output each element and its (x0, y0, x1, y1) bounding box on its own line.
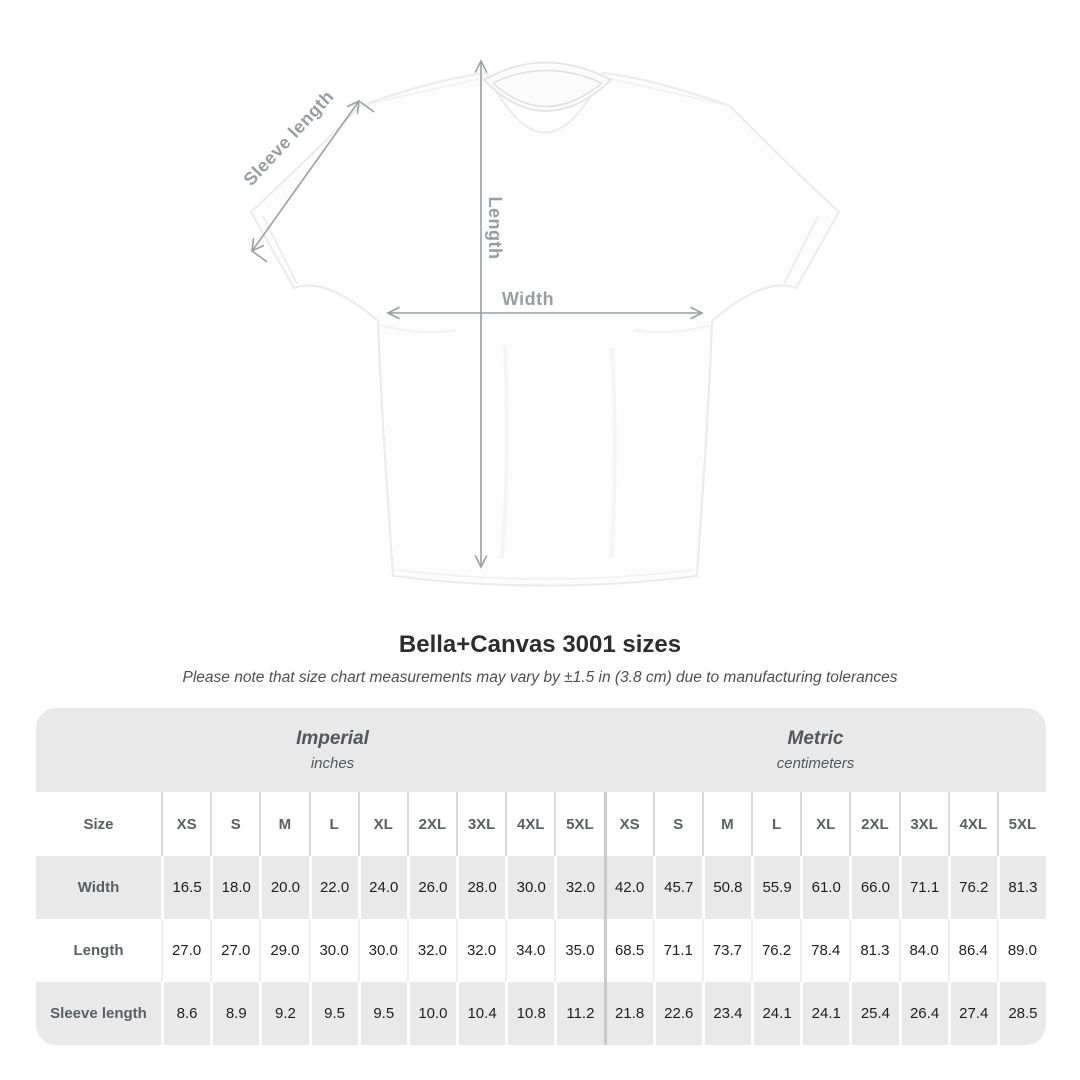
size-header-cell: L (308, 792, 358, 856)
value-cell: 30.0 (357, 919, 407, 982)
units-band: Imperial inches Metric centimeters (36, 708, 1046, 792)
value-cell: 32.0 (456, 919, 506, 982)
size-header-cell: 3XL (456, 792, 506, 856)
value-cell: 26.0 (406, 856, 456, 919)
metric-unit: centimeters (776, 754, 855, 772)
size-chart: Imperial inches Metric centimeters Size X… (36, 708, 1046, 1045)
size-header-cell: 4XL (505, 792, 555, 856)
imperial-title: Imperial (296, 727, 369, 749)
size-header-cell: XL (800, 792, 850, 856)
value-cell: 68.5 (603, 919, 653, 982)
row-label: Sleeve length (36, 982, 161, 1045)
value-cell: 27.0 (210, 919, 260, 982)
value-cell: 73.7 (701, 919, 751, 982)
size-grid: Size XS S M L XL 2XL 3XL 4XL 5XL XS S M L XL 2XL 3XL 4XL 5… (36, 792, 1046, 1045)
value-cell: 45.7 (652, 856, 702, 919)
value-cell: 26.4 (898, 982, 948, 1045)
value-cell: 35.0 (554, 919, 604, 982)
tshirt-shape (249, 61, 841, 587)
value-cell: 66.0 (849, 856, 899, 919)
value-cell: 9.5 (357, 982, 407, 1045)
size-header-cell: XL (357, 792, 407, 856)
size-header-cell: L (751, 792, 801, 856)
size-header-cell: 3XL (898, 792, 948, 856)
value-cell: 32.0 (406, 919, 456, 982)
value-cell: 81.3 (996, 856, 1046, 919)
metric-header: Metric centimeters (603, 708, 1046, 792)
value-cell: 32.0 (554, 856, 604, 919)
value-cell: 30.0 (505, 856, 555, 919)
value-cell: 10.0 (406, 982, 456, 1045)
value-cell: 24.0 (357, 856, 407, 919)
value-cell: 61.0 (800, 856, 850, 919)
page-title: Bella+Canvas 3001 sizes (398, 631, 682, 658)
value-cell: 18.0 (210, 856, 260, 919)
value-cell: 9.2 (259, 982, 309, 1045)
row-label: Width (36, 856, 161, 919)
length-label: Length (485, 197, 505, 260)
value-cell: 81.3 (849, 919, 899, 982)
size-header-cell: 2XL (849, 792, 899, 856)
value-cell: 71.1 (652, 919, 702, 982)
value-cell: 78.4 (800, 919, 850, 982)
value-cell: 20.0 (259, 856, 309, 919)
size-header-cell: XS (161, 792, 211, 856)
value-cell: 42.0 (603, 856, 653, 919)
size-header-cell: S (210, 792, 260, 856)
value-cell: 28.0 (456, 856, 506, 919)
value-cell: 8.6 (161, 982, 211, 1045)
tolerance-note: Please note that size chart measurements… (182, 669, 898, 686)
value-cell: 28.5 (996, 982, 1046, 1045)
value-cell: 23.4 (701, 982, 751, 1045)
value-cell: 10.8 (505, 982, 555, 1045)
size-header-cell: M (259, 792, 309, 856)
value-cell: 84.0 (898, 919, 948, 982)
sleeve-length-arrow (251, 99, 375, 263)
value-cell: 27.4 (947, 982, 997, 1045)
size-header-cell: 5XL (996, 792, 1046, 856)
imperial-header: Imperial inches (36, 708, 603, 792)
value-cell: 22.6 (652, 982, 702, 1045)
value-cell: 9.5 (308, 982, 358, 1045)
value-cell: 25.4 (849, 982, 899, 1045)
size-header-cell: 2XL (406, 792, 456, 856)
row-label: Length (36, 919, 161, 982)
value-cell: 27.0 (161, 919, 211, 982)
size-header-cell: S (652, 792, 702, 856)
value-cell: 86.4 (947, 919, 997, 982)
value-cell: 30.0 (308, 919, 358, 982)
value-cell: 29.0 (259, 919, 309, 982)
size-corner-label: Size (36, 792, 161, 856)
value-cell: 21.8 (603, 982, 653, 1045)
value-cell: 76.2 (751, 919, 801, 982)
size-header-cell: XS (603, 792, 653, 856)
metric-title: Metric (787, 727, 844, 749)
size-header-cell: 5XL (554, 792, 604, 856)
size-header-cell: M (701, 792, 751, 856)
value-cell: 24.1 (751, 982, 801, 1045)
value-cell: 34.0 (505, 919, 555, 982)
value-cell: 71.1 (898, 856, 948, 919)
size-header-cell: 4XL (947, 792, 997, 856)
value-cell: 50.8 (701, 856, 751, 919)
value-cell: 76.2 (947, 856, 997, 919)
width-label: Width (502, 289, 554, 309)
imperial-unit: inches (310, 754, 355, 772)
value-cell: 89.0 (996, 919, 1046, 982)
tshirt-svg: Sleeve length Length Width (240, 59, 841, 587)
value-cell: 11.2 (554, 982, 604, 1045)
value-cell: 16.5 (161, 856, 211, 919)
tshirt-diagram: Sleeve length Length Width (240, 59, 841, 587)
value-cell: 10.4 (456, 982, 506, 1045)
length-arrow (474, 59, 488, 569)
value-cell: 55.9 (751, 856, 801, 919)
width-arrow (386, 306, 704, 320)
value-cell: 24.1 (800, 982, 850, 1045)
value-cell: 22.0 (308, 856, 358, 919)
value-cell: 8.9 (210, 982, 260, 1045)
